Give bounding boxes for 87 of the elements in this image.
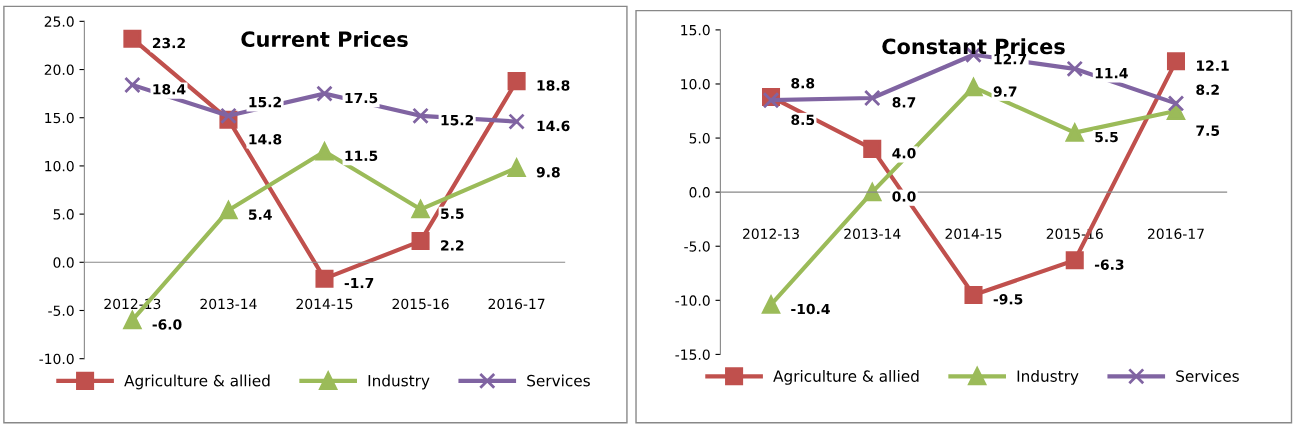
data-label: 8.2 <box>1196 84 1219 95</box>
data-label: 8.7 <box>892 97 916 108</box>
point <box>315 142 334 161</box>
data-label: 18.4 <box>153 84 186 95</box>
data-label: 8.8 <box>791 77 815 89</box>
point <box>761 295 781 314</box>
point <box>219 201 238 220</box>
data-label: 5.4 <box>248 209 272 220</box>
legend-label: Agriculture & allied <box>773 370 919 385</box>
data-label: 17.5 <box>345 92 378 104</box>
point <box>762 91 780 109</box>
point <box>507 158 526 177</box>
point <box>124 76 141 94</box>
point <box>863 183 882 202</box>
data-label: 12.1 <box>1197 60 1229 71</box>
y-tick-label: 0.0 <box>689 187 710 198</box>
point <box>1066 60 1084 78</box>
y-tick-label: -10.0 <box>675 295 710 306</box>
y-tick-label: 10.0 <box>681 78 710 90</box>
point <box>123 311 142 330</box>
data-label: 9.8 <box>536 166 560 178</box>
data-label: 0.0 <box>892 191 916 202</box>
data-label: 9.7 <box>993 86 1017 97</box>
y-tick-label: -5.0 <box>48 305 74 316</box>
legend-label: Industry <box>368 374 430 390</box>
data-label: 11.4 <box>1095 68 1128 79</box>
y-tick-label: -5.0 <box>684 241 710 252</box>
data-label: 5.5 <box>1095 131 1118 143</box>
data-label: 23.2 <box>152 37 185 49</box>
data-label: -1.7 <box>344 277 374 289</box>
point <box>1166 52 1186 71</box>
data-label: 15.2 <box>249 96 281 108</box>
y-tick-label: 25.0 <box>44 16 74 27</box>
x-tick-label: 2015-16 <box>392 298 449 310</box>
x-tick-label: 2016-17 <box>488 298 545 310</box>
y-tick-label: -15.0 <box>675 349 710 360</box>
legend-label: Services <box>1176 370 1239 382</box>
data-label: -10.4 <box>791 303 830 315</box>
y-tick-label: 15.0 <box>45 112 74 124</box>
data-label: -9.5 <box>993 294 1023 305</box>
data-label: 2.2 <box>441 240 464 251</box>
x-tick-label: 2014-15 <box>296 298 353 310</box>
legend-label: Agriculture & allied <box>124 374 270 390</box>
point <box>316 85 333 102</box>
y-tick-label: 5.0 <box>53 209 74 220</box>
data-label: 8.5 <box>791 114 815 126</box>
x-tick-label: 2014-15 <box>945 228 1002 240</box>
chart-title: Constant Prices <box>882 38 1065 55</box>
y-tick-label: 20.0 <box>44 64 74 76</box>
chart-title: Current Prices <box>241 30 408 48</box>
x-tick-label: 2012-13 <box>743 228 799 240</box>
legend-label: Industry <box>1017 370 1079 385</box>
data-label: 18.8 <box>537 80 570 91</box>
x-tick-label: 2013-14 <box>844 228 901 240</box>
y-tick-label: 5.0 <box>689 133 710 144</box>
y-tick-label: -10.0 <box>39 353 74 365</box>
point <box>964 285 983 304</box>
point <box>1065 251 1084 270</box>
point <box>1065 123 1084 142</box>
y-tick-label: 15.0 <box>681 24 710 36</box>
x-tick-label: 2013-14 <box>200 298 257 310</box>
point <box>412 107 429 125</box>
point <box>411 200 430 219</box>
point <box>315 269 334 288</box>
data-label: 7.5 <box>1196 125 1220 136</box>
data-label: 15.2 <box>441 114 474 126</box>
point <box>123 29 142 48</box>
point <box>508 113 525 130</box>
data-label: -6.3 <box>1094 259 1124 270</box>
point <box>220 107 237 125</box>
point <box>1167 95 1185 112</box>
data-label: -6.0 <box>152 319 182 330</box>
data-label: 5.5 <box>441 208 464 219</box>
point <box>507 72 526 91</box>
data-label: 11.5 <box>345 150 378 162</box>
point <box>964 78 983 97</box>
data-label: 4.0 <box>892 147 916 159</box>
legend-label: Services <box>527 374 590 387</box>
point <box>863 89 881 107</box>
data-label: 12.7 <box>994 53 1027 65</box>
x-tick-label: 2016-17 <box>1147 228 1204 240</box>
point <box>863 139 882 158</box>
point <box>411 232 430 251</box>
y-tick-label: 10.0 <box>45 160 74 172</box>
data-label: 14.8 <box>249 134 282 145</box>
y-tick-label: 0.0 <box>53 257 74 268</box>
data-label: 14.6 <box>537 120 570 132</box>
